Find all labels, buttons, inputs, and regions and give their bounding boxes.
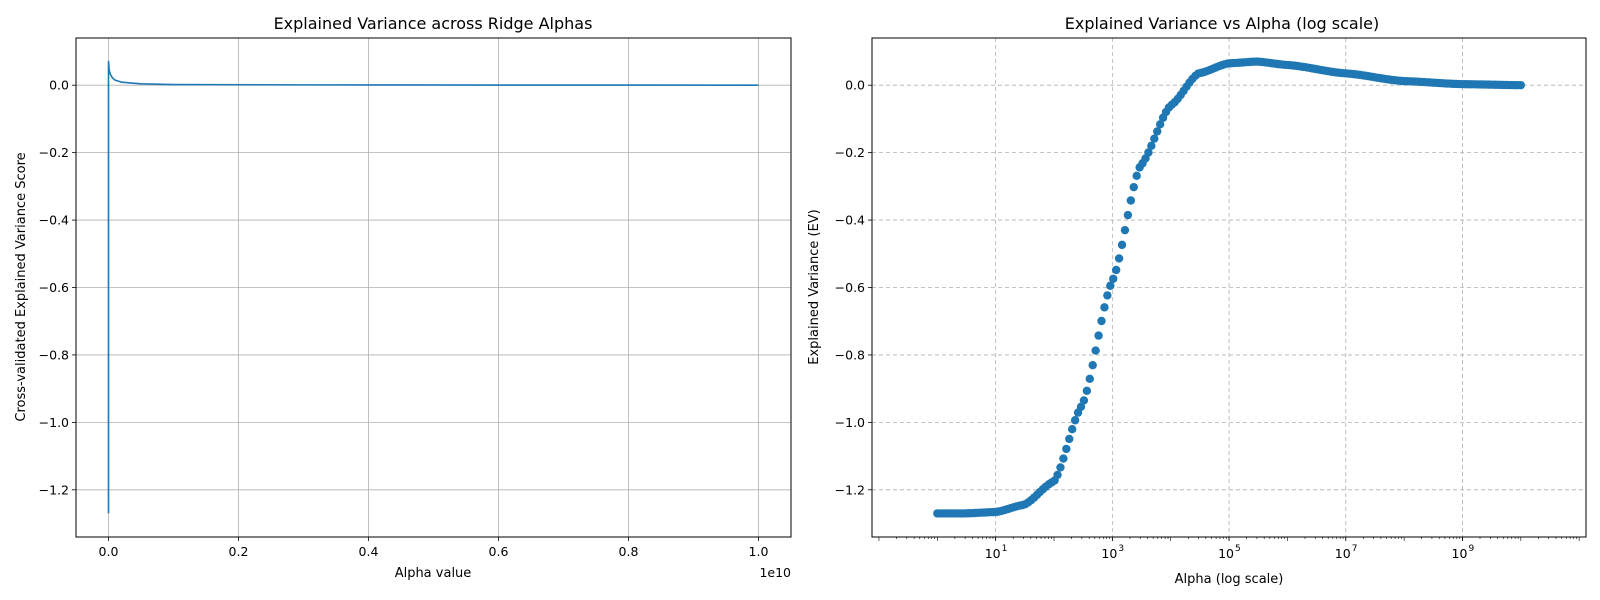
right-data-point — [1088, 361, 1097, 370]
right-x-axis-label: Alpha (log scale) — [1175, 572, 1284, 587]
right-x-tick-label: 10 — [1335, 546, 1351, 561]
right-data-point — [1153, 127, 1162, 136]
left-x-tick-label: 0.8 — [619, 544, 639, 559]
right-data-point — [1065, 434, 1074, 444]
right-data-point — [1117, 240, 1127, 250]
right-x-tick-exponent: 3 — [1118, 544, 1124, 554]
right-x-tick-exponent: 1 — [1002, 544, 1008, 554]
right-x-tick-label: 10 — [1101, 546, 1117, 561]
right-data-point — [1120, 225, 1130, 235]
left-y-tick-label: 0.0 — [49, 78, 69, 93]
left-y-tick-label: −0.2 — [39, 145, 69, 160]
left-x-tick-label: 1.0 — [749, 544, 769, 559]
right-grid — [872, 38, 1586, 537]
right-data-point — [1070, 416, 1080, 425]
right-data-point — [1076, 402, 1086, 411]
right-data-point — [1126, 196, 1136, 205]
left-x-axis-label: Alpha value — [395, 566, 472, 581]
left-series-line — [107, 60, 759, 514]
right-data-point — [1155, 120, 1165, 129]
right-data-point — [1132, 171, 1141, 181]
right-y-tick-label: −0.2 — [835, 145, 865, 160]
right-data-point — [1144, 148, 1153, 157]
right-data-point — [1059, 454, 1068, 463]
left-y-tick-label: −0.6 — [39, 280, 69, 295]
right-data-point — [1150, 134, 1159, 143]
right-y-tick-label: −1.2 — [835, 482, 865, 497]
left-grid — [76, 38, 791, 537]
left-x-tick-label: 0.4 — [359, 544, 379, 559]
right-data-point — [1079, 396, 1089, 405]
right-data-point — [1067, 425, 1077, 434]
right-data-point — [1053, 470, 1062, 480]
right-data-point — [1129, 182, 1138, 192]
right-x-tick-exponent: 9 — [1468, 544, 1474, 554]
right-y-axis-label: Explained Variance (EV) — [807, 209, 822, 365]
right-y-tick-label: −1.0 — [835, 415, 865, 430]
right-x-tick-label: 10 — [1452, 546, 1468, 561]
right-data-point — [1100, 303, 1109, 312]
right-data-point — [1103, 291, 1112, 300]
right-data-point — [1123, 210, 1133, 220]
left-x-tick-label: 0.0 — [99, 544, 119, 559]
right-y-tick-label: −0.8 — [835, 347, 865, 362]
right-data-point — [1111, 265, 1121, 275]
left-chart-title: Explained Variance across Ridge Alphas — [274, 14, 593, 33]
right-data-point — [1097, 316, 1106, 326]
right-x-tick-label: 10 — [1218, 546, 1234, 561]
right-data-point — [1091, 346, 1100, 355]
left-x-tick-label: 0.2 — [229, 544, 249, 559]
right-data-point — [1094, 331, 1103, 340]
left-data — [107, 60, 759, 514]
right-data-point — [1109, 274, 1118, 283]
right-data-point — [1106, 281, 1115, 290]
right-y-tick-label: −0.4 — [835, 213, 865, 228]
right-chart: Explained Variance vs Alpha (log scale) … — [807, 14, 1587, 587]
right-data-point — [1114, 254, 1124, 263]
right-data-point — [1516, 81, 1526, 90]
left-chart: Explained Variance across Ridge Alphas 0… — [14, 14, 792, 581]
left-x-tick-label: 0.6 — [489, 544, 509, 559]
right-data — [933, 57, 1526, 518]
right-x-tick-exponent: 5 — [1235, 544, 1241, 554]
right-data-point — [1056, 463, 1065, 472]
right-data-point — [1085, 374, 1094, 384]
right-data-point — [1062, 444, 1071, 454]
right-y-tick-label: 0.0 — [845, 78, 865, 93]
left-ticks: 0.0 0.2 0.4 0.6 0.8 1.0 0.0 −0.2 −0.4 −0.6 −0.8 −1.… — [39, 78, 769, 559]
right-data-point — [1082, 386, 1092, 396]
left-y-tick-label: −1.2 — [39, 482, 69, 497]
right-chart-title: Explained Variance vs Alpha (log scale) — [1065, 14, 1380, 33]
right-x-tick-exponent: 7 — [1352, 544, 1358, 554]
left-y-tick-label: −0.8 — [39, 347, 69, 362]
left-y-tick-label: −0.4 — [39, 213, 69, 228]
right-data-point — [1147, 141, 1156, 151]
left-y-axis-label: Cross-validated Explained Variance Score — [14, 152, 29, 421]
right-y-tick-label: −0.6 — [835, 280, 865, 295]
right-ticks: 10 1 10 3 10 5 10 7 10 90.0−0.2−0.4−0.6−0.8−1.0−1… — [835, 78, 1580, 561]
right-x-tick-label: 10 — [985, 546, 1001, 561]
left-x-offset-label: 1e10 — [759, 565, 791, 580]
left-y-tick-label: −1.0 — [39, 415, 69, 430]
